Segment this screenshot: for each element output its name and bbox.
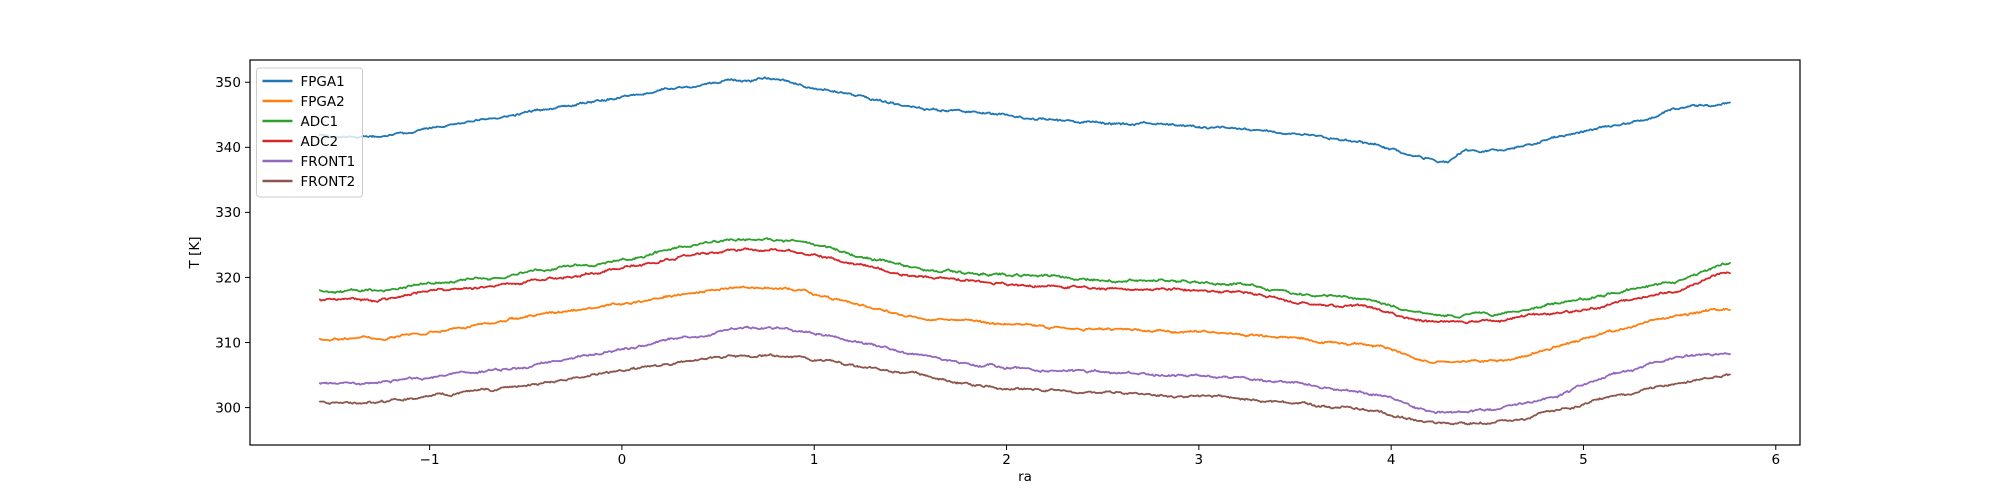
x-tick-label: 4 [1387, 452, 1396, 468]
series-line-adc2 [318, 247, 1731, 325]
x-tick-label: 5 [1579, 452, 1588, 468]
legend-label-fpga2: FPGA2 [301, 94, 345, 110]
x-axis-label: ra [1018, 469, 1032, 485]
curves-layer [318, 76, 1731, 426]
x-tick-label: −1 [420, 452, 440, 468]
legend-label-front1: FRONT1 [301, 154, 356, 170]
legend-label-front2: FRONT2 [301, 174, 356, 190]
x-tick-label: 6 [1771, 452, 1780, 468]
y-tick-label: 350 [215, 75, 241, 91]
series-line-front2 [318, 353, 1731, 426]
ticks-layer: −1 0 1 2 3 4 5 6 300 310 320 330 340 350 [215, 75, 1780, 468]
series-line-fpga2 [318, 285, 1731, 365]
x-tick-label: 0 [618, 452, 627, 468]
y-tick-label: 300 [215, 400, 241, 416]
x-tick-label: 3 [1195, 452, 1204, 468]
y-tick-label: 320 [215, 270, 241, 286]
legend-label-adc2: ADC2 [301, 134, 339, 150]
legend: FPGA1 FPGA2 ADC1 ADC2 FRONT1 FRONT2 [256, 67, 363, 198]
series-line-adc1 [318, 237, 1731, 319]
y-tick-label: 310 [215, 335, 241, 351]
series-line-front1 [318, 325, 1731, 415]
y-axis-label: T [K] [187, 237, 203, 270]
y-tick-label: 340 [215, 140, 241, 156]
legend-label-fpga1: FPGA1 [301, 74, 345, 90]
x-tick-label: 2 [1002, 452, 1011, 468]
x-tick-label: 1 [810, 452, 819, 468]
y-tick-label: 330 [215, 205, 241, 221]
axes-border [249, 59, 1801, 446]
legend-label-adc1: ADC1 [301, 114, 339, 130]
series-line-fpga1 [318, 76, 1731, 164]
